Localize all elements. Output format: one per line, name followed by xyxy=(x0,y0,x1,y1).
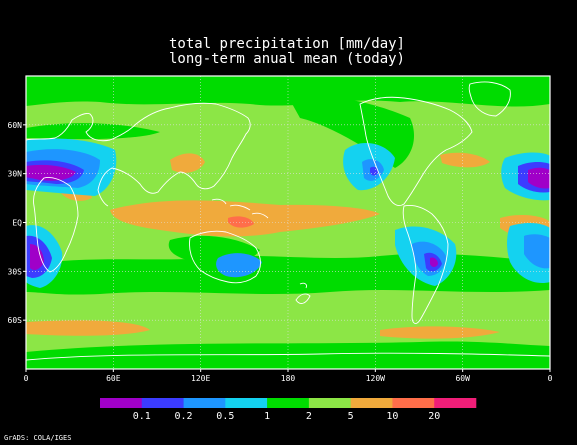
coast-australia xyxy=(189,230,261,284)
lon-tick-label: 0 xyxy=(24,374,29,383)
colorbar-label: 10 xyxy=(386,411,398,422)
colorbar-swatch xyxy=(141,398,184,408)
lat-tick-label: 30N xyxy=(8,170,23,179)
lat-tick-label: 30S xyxy=(8,267,23,276)
coast-africa xyxy=(33,177,79,273)
field-atlantic-orange xyxy=(440,152,490,168)
colorbar-label: 0.1 xyxy=(133,411,151,422)
title-line-1: total precipitation [mm/day] xyxy=(169,36,405,52)
coastlines xyxy=(26,81,550,361)
latitude-tick-labels: 60N 30N EQ 30S 60S xyxy=(8,121,26,325)
colorbar-swatch xyxy=(308,398,351,408)
colorbar-label: 5 xyxy=(348,411,354,422)
lon-tick-label: 120E xyxy=(191,374,210,383)
map-grid xyxy=(26,76,550,369)
coast-new-zealand xyxy=(295,282,311,304)
colorbar-swatch xyxy=(350,398,393,408)
field-se-pacific-purple xyxy=(430,257,438,267)
coast-maritime-continent xyxy=(211,198,269,219)
lon-tick-label: 180 xyxy=(281,374,296,383)
colorbar-label: 20 xyxy=(428,411,440,422)
lon-tick-label: 60E xyxy=(106,374,121,383)
colorbar-swatch xyxy=(225,398,268,408)
coast-antarctica xyxy=(26,352,550,361)
coast-south-america xyxy=(402,205,449,324)
colorbar: 0.1 0.2 0.5 1 2 5 10 20 xyxy=(100,398,477,422)
title-line-2: long-term anual mean (today) xyxy=(169,51,405,67)
lat-tick-label: EQ xyxy=(12,219,22,228)
longitude-tick-labels: 0 60E 120E 180 120W 60W 0 xyxy=(24,369,553,383)
field-asia-orange xyxy=(170,153,205,173)
colorbar-swatch xyxy=(183,398,226,408)
colorbar-label: 0.5 xyxy=(216,411,234,422)
colorbar-swatch xyxy=(267,398,310,408)
map-area xyxy=(26,76,550,369)
lon-tick-label: 120W xyxy=(366,374,385,383)
coast-north-america xyxy=(359,96,473,207)
grads-credit: GrADS: COLA/IGES xyxy=(4,434,71,442)
field-s-africa-purple xyxy=(30,244,44,270)
colorbar-label: 0.2 xyxy=(175,411,193,422)
field-sahara-purple xyxy=(26,164,76,181)
field-east-atlantic-purple xyxy=(528,167,550,189)
coast-eurasia xyxy=(26,102,251,207)
field-ne-pacific-darkblue xyxy=(370,166,378,176)
colorbar-swatch xyxy=(100,398,143,408)
lon-tick-label: 60W xyxy=(455,374,470,383)
lon-tick-label: 0 xyxy=(548,374,553,383)
lat-tick-label: 60S xyxy=(8,316,23,325)
field-south-orange-1 xyxy=(26,320,150,336)
colorbar-label: 2 xyxy=(306,411,312,422)
coast-greenland xyxy=(468,81,511,117)
field-warm-pool-red xyxy=(228,216,254,228)
colorbar-label: 1 xyxy=(264,411,270,422)
colorbar-swatch xyxy=(434,398,477,408)
field-se-atlantic-blue xyxy=(524,234,550,269)
colorbar-swatch xyxy=(392,398,435,408)
field-south-orange-2 xyxy=(380,326,500,339)
lat-tick-label: 60N xyxy=(8,121,23,130)
